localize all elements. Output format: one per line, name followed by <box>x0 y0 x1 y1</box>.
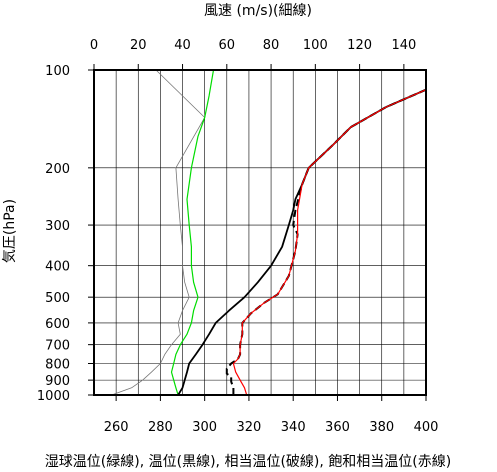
plot-frame <box>93 69 427 396</box>
bottom-tick-label: 280 <box>148 420 173 435</box>
bottom-tick-label: 380 <box>369 420 394 435</box>
pressure-tick-label: 200 <box>45 162 70 177</box>
pressure-tick-label: 800 <box>45 358 70 373</box>
bottom-tick-label: 320 <box>237 420 262 435</box>
top-tick-label: 60 <box>219 38 236 53</box>
top-axis-title: 風速 (m/s)(細線) <box>204 3 312 19</box>
pressure-tick-label: 900 <box>45 374 70 389</box>
top-tick-label: 100 <box>303 38 328 53</box>
bottom-tick-label: 400 <box>414 420 439 435</box>
top-tick-label: 120 <box>347 38 372 53</box>
series-line-5 <box>232 89 427 396</box>
pressure-tick-label: 300 <box>45 219 70 234</box>
grid-lines <box>88 64 427 401</box>
pressure-tick-label: 600 <box>45 317 70 332</box>
pressure-tick-label: 500 <box>45 291 70 306</box>
pressure-tick-label: 100 <box>45 64 70 79</box>
top-tick-label: 40 <box>174 38 191 53</box>
series-lines <box>111 69 427 396</box>
y-axis-title: 気圧(hPa) <box>2 199 18 263</box>
pressure-tick-label: 700 <box>45 339 70 354</box>
pressure-tick-label: 1000 <box>37 389 70 404</box>
top-tick-label: 0 <box>90 38 98 53</box>
bottom-tick-label: 340 <box>281 420 306 435</box>
series-line-1 <box>111 69 206 396</box>
top-tick-label: 20 <box>130 38 147 53</box>
bottom-tick-label: 260 <box>104 420 129 435</box>
bottom-tick-label: 360 <box>325 420 350 435</box>
tick-labels: 0 20 40 60 80 100 120 140 260 280 300 320 340 360 380 4… <box>37 38 439 435</box>
bottom-tick-label: 300 <box>192 420 217 435</box>
top-tick-label: 140 <box>391 38 416 53</box>
pressure-tick-label: 400 <box>45 260 70 275</box>
top-tick-label: 80 <box>263 38 280 53</box>
series-line-2 <box>170 69 215 396</box>
bottom-axis-title: 湿球温位(緑線), 温位(黒線), 相当温位(破線), 飽和相当温位(赤線) <box>45 453 451 470</box>
